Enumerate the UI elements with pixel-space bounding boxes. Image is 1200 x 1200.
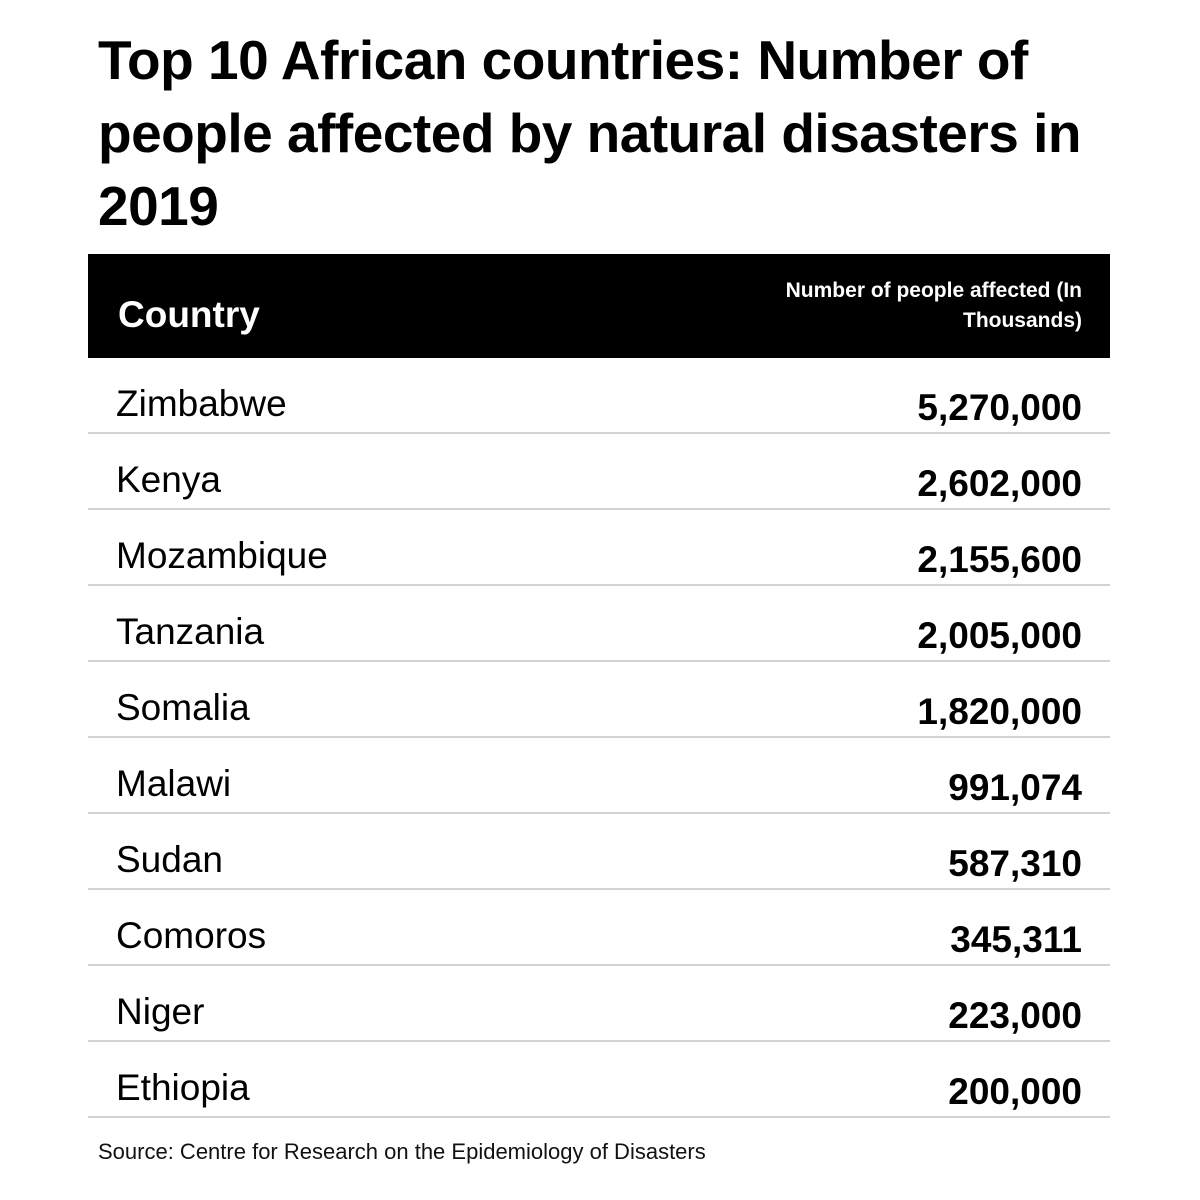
country-cell: Mozambique: [116, 535, 328, 576]
data-table: Country Number of people affected (In Th…: [88, 254, 1110, 1118]
country-cell: Sudan: [116, 839, 223, 880]
country-cell: Somalia: [116, 687, 250, 728]
value-cell: 2,005,000: [917, 615, 1082, 656]
country-cell: Kenya: [116, 459, 221, 500]
country-cell: Ethiopia: [116, 1067, 250, 1108]
country-cell: Comoros: [116, 915, 267, 956]
country-cell: Niger: [116, 991, 205, 1032]
value-cell: 1,820,000: [917, 691, 1082, 732]
table-row: Comoros 345,311: [88, 890, 1110, 966]
table-row: Kenya 2,602,000: [88, 434, 1110, 510]
table-row: Niger 223,000: [88, 966, 1110, 1042]
value-cell: 200,000: [948, 1071, 1082, 1112]
value-cell: 991,074: [948, 767, 1082, 808]
country-cell: Tanzania: [116, 611, 265, 652]
table-row: Mozambique 2,155,600: [88, 510, 1110, 586]
value-cell: 5,270,000: [917, 387, 1082, 428]
table-row: Somalia 1,820,000: [88, 662, 1110, 738]
country-cell: Malawi: [116, 763, 232, 804]
table-row: Malawi 991,074: [88, 738, 1110, 814]
column-header-value: Number of people affected (In Thousands): [785, 279, 1082, 332]
value-cell: 2,602,000: [917, 463, 1082, 504]
column-header-country: Country: [118, 294, 260, 335]
chart-title: Top 10 African countries: Number of peop…: [98, 29, 1082, 237]
table-row: Sudan 587,310: [88, 814, 1110, 890]
value-cell: 223,000: [948, 995, 1082, 1036]
country-cell: Zimbabwe: [116, 383, 287, 424]
table-row: Ethiopia 200,000: [88, 1042, 1110, 1118]
source-note: Source: Centre for Research on the Epide…: [98, 1139, 706, 1164]
table-row: Tanzania 2,005,000: [88, 586, 1110, 662]
table-header: Country Number of people affected (In Th…: [88, 254, 1110, 358]
value-cell: 345,311: [950, 919, 1082, 960]
value-cell: 587,310: [948, 843, 1082, 884]
table-body: Zimbabwe 5,270,000 Kenya 2,602,000 Mozambiqu…: [88, 358, 1110, 1118]
value-cell: 2,155,600: [917, 539, 1082, 580]
table-row: Zimbabwe 5,270,000: [88, 358, 1110, 434]
